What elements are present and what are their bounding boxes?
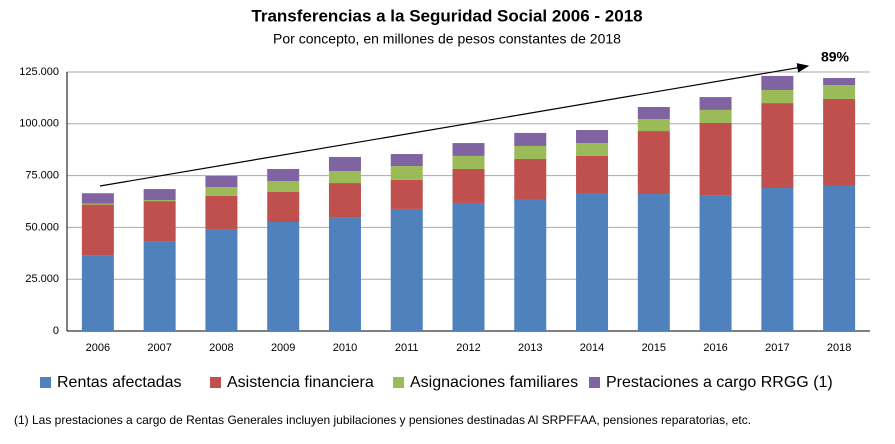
bar-segment [637, 107, 670, 120]
bar-segment [761, 90, 794, 104]
x-tick-label: 2010 [333, 342, 357, 354]
x-tick-label: 2014 [580, 342, 604, 354]
bar-segment [823, 185, 856, 331]
bar-segment [205, 176, 238, 187]
bar-segment [823, 78, 856, 86]
legend-swatch [40, 377, 51, 388]
y-tick-label: 100.000 [19, 118, 59, 130]
legend-label: Prestaciones a cargo RRGG (1) [606, 374, 833, 391]
bar-segment [699, 122, 732, 196]
bar-segment [576, 193, 609, 331]
bar-segment [576, 155, 609, 194]
bar-segment [637, 194, 670, 331]
x-tick-label: 2012 [456, 342, 480, 354]
bar-segment [452, 168, 485, 203]
bar-segment [390, 179, 423, 209]
x-tick-label: 2013 [518, 342, 542, 354]
y-tick-label: 50.000 [25, 221, 59, 233]
bar-segment [143, 201, 176, 242]
bar-segment [514, 159, 547, 200]
y-tick-label: 75.000 [25, 170, 59, 182]
x-tick-label: 2016 [703, 342, 727, 354]
bar-segment [205, 186, 238, 196]
bar-segment [328, 171, 361, 184]
x-tick-label: 2009 [271, 342, 295, 354]
bar-segment [143, 189, 176, 201]
bar-segment [267, 191, 300, 223]
bar-segment [328, 217, 361, 331]
bar-segment [81, 204, 114, 256]
annotation: 89% [821, 49, 850, 65]
x-tick-label: 2018 [827, 342, 851, 354]
bar-segment [637, 119, 670, 132]
bar-segment [81, 255, 114, 331]
bar-segment [576, 143, 609, 156]
bar-segment [328, 156, 361, 172]
legend-swatch [393, 377, 404, 388]
bar-segment [514, 145, 547, 160]
bar-segment [699, 97, 732, 110]
bar-segment [81, 193, 114, 204]
legend-swatch [589, 377, 600, 388]
chart-title: Transferencias a la Seguridad Social 200… [251, 6, 642, 25]
legend-label: Rentas afectadas [57, 374, 182, 391]
bar-segment [699, 195, 732, 331]
bar-segment [452, 155, 485, 169]
bar-segment [637, 131, 670, 195]
bar-segment [267, 180, 300, 192]
bar-segment [205, 229, 238, 331]
bar-segment [267, 222, 300, 331]
chart-subtitle: Por concepto, en millones de pesos const… [273, 31, 621, 47]
bar-segment [390, 166, 423, 180]
bar-segment [143, 200, 176, 202]
x-tick-label: 2006 [86, 342, 110, 354]
x-tick-label: 2008 [209, 342, 233, 354]
bar-segment [452, 202, 485, 331]
bar-segment [267, 168, 300, 181]
bar-segment [823, 98, 856, 186]
bar-segment [81, 203, 114, 205]
bar-segment [823, 85, 856, 99]
footnote: (1) Las prestaciones a cargo de Rentas G… [14, 413, 751, 427]
trend-arrow [99, 63, 810, 187]
bar-segment [328, 183, 361, 218]
x-tick-label: 2017 [765, 342, 789, 354]
bar-segment [699, 109, 732, 123]
bar-segment [514, 132, 547, 146]
legend-label: Asignaciones familiares [410, 374, 578, 391]
legend-swatch [210, 377, 221, 388]
x-tick-label: 2011 [395, 342, 419, 354]
bar-segment [576, 130, 609, 144]
x-tick-label: 2015 [642, 342, 666, 354]
y-tick-label: 25.000 [25, 273, 59, 285]
x-tick-label: 2007 [147, 342, 171, 354]
bar-segment [143, 241, 176, 331]
bar-segment [205, 195, 238, 230]
y-tick-label: 125.000 [19, 66, 59, 78]
bar-segment [390, 154, 423, 167]
bar-segment [514, 199, 547, 331]
bar-segment [390, 208, 423, 331]
bar-segment [761, 75, 794, 91]
y-tick-label: 0 [53, 325, 59, 337]
bar-segment [452, 143, 485, 156]
legend-label: Asistencia financiera [227, 374, 374, 391]
bar-segment [761, 103, 794, 189]
bar-segment [761, 188, 794, 331]
